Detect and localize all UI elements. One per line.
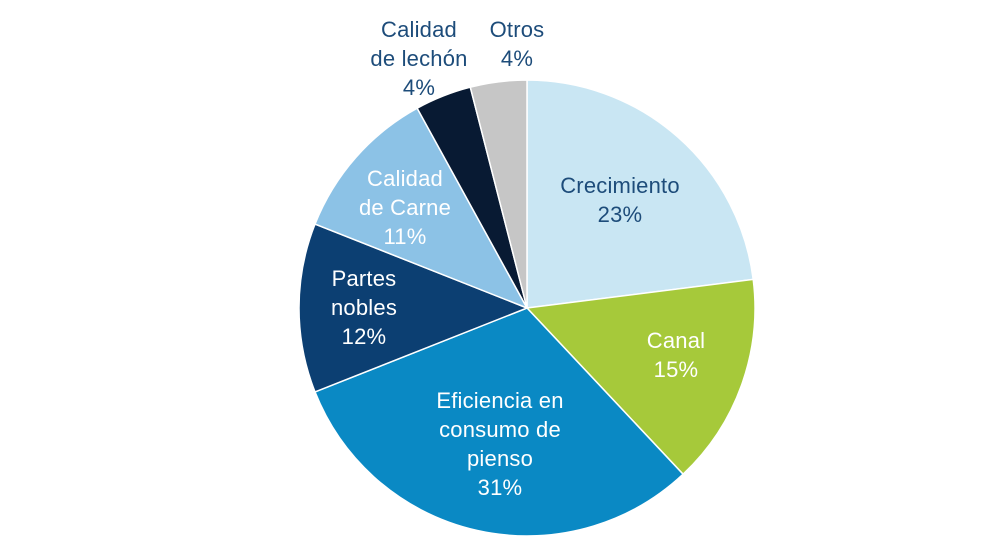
pie-label-line: de Carne xyxy=(359,195,451,220)
pie-label-percent: 4% xyxy=(501,46,533,71)
pie-label-percent: 11% xyxy=(384,224,427,249)
pie-label-line: nobles xyxy=(331,295,397,320)
pie-slice-4 xyxy=(314,107,529,310)
pie-label-percent: 12% xyxy=(342,324,387,349)
pie-slice-0 xyxy=(526,79,755,309)
pie-label-3: Partes nobles 12% xyxy=(331,266,397,349)
pie-label-line: Canal xyxy=(647,328,705,353)
pie-label-4: Calidad de Carne 11% xyxy=(359,166,451,249)
pie-label-line: pienso xyxy=(467,446,533,471)
pie-slice-3 xyxy=(298,223,530,393)
pie-label-line: consumo de xyxy=(439,417,561,442)
pie-label-0: Crecimiento 23% xyxy=(560,173,680,227)
pie-label-line: Calidad xyxy=(381,17,457,42)
pie-label-line: Crecimiento xyxy=(560,173,680,198)
pie-slices xyxy=(298,79,756,537)
pie-label-line: Otros xyxy=(490,17,545,42)
pie-label-percent: 15% xyxy=(654,357,699,382)
pie-label-percent: 23% xyxy=(598,202,643,227)
pie-label-5: Calidad de lechón 4% xyxy=(370,17,467,100)
pie-slice-1 xyxy=(525,278,756,476)
pie-label-percent: 31% xyxy=(478,475,523,500)
pie-label-line: de lechón xyxy=(370,46,467,71)
pie-label-1: Canal 15% xyxy=(647,328,705,382)
pie-labels: Crecimiento 23% Canal 15% Eficiencia en consu… xyxy=(331,17,705,500)
pie-label-line: Partes xyxy=(332,266,397,291)
pie-label-line: Calidad xyxy=(367,166,443,191)
pie-slice-6 xyxy=(469,79,528,309)
pie-label-2: Eficiencia en consumo de pienso 31% xyxy=(436,388,563,500)
pie-label-6: Otros 4% xyxy=(490,17,545,71)
pie-slice-2 xyxy=(314,307,685,537)
pie-label-line: Eficiencia en xyxy=(436,388,563,413)
pie-label-percent: 4% xyxy=(403,75,435,100)
